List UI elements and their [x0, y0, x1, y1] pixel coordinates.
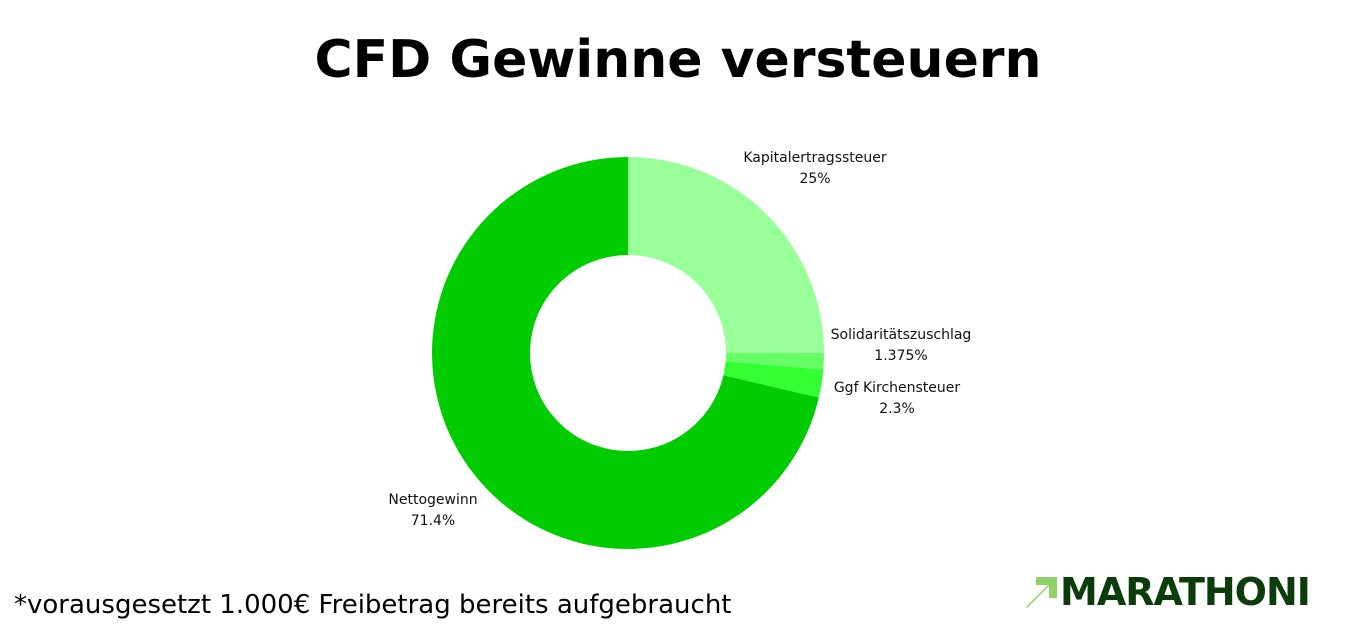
slice-name-label: Nettogewinn — [388, 492, 477, 508]
footnote: *vorausgesetzt 1.000€ Freibetrag bereits… — [14, 590, 732, 620]
slice-solidarit-tszuschlag — [725, 352, 824, 370]
slice-ggf-kirchensteuer — [723, 361, 824, 398]
slice-name-label: Ggf Kirchensteuer — [834, 380, 961, 396]
logo-text: MARATHONI — [1060, 570, 1311, 614]
chart-title: CFD Gewinne versteuern — [314, 30, 1042, 90]
slice-kapitalertragssteuer — [628, 157, 824, 353]
slice-value-label: 1.375% — [874, 348, 927, 364]
marathoni-logo: MARATHONI — [1024, 570, 1311, 614]
slice-value-label: 25% — [799, 171, 830, 187]
slice-name-label: Solidaritätszuschlag — [831, 327, 972, 343]
slice-name-label: Kapitalertragssteuer — [743, 150, 887, 166]
slice-value-label: 2.3% — [879, 401, 915, 417]
slice-nettogewinn — [431, 157, 819, 549]
arrow-up-right-icon — [1026, 577, 1057, 608]
slice-value-label: 71.4% — [411, 513, 455, 529]
